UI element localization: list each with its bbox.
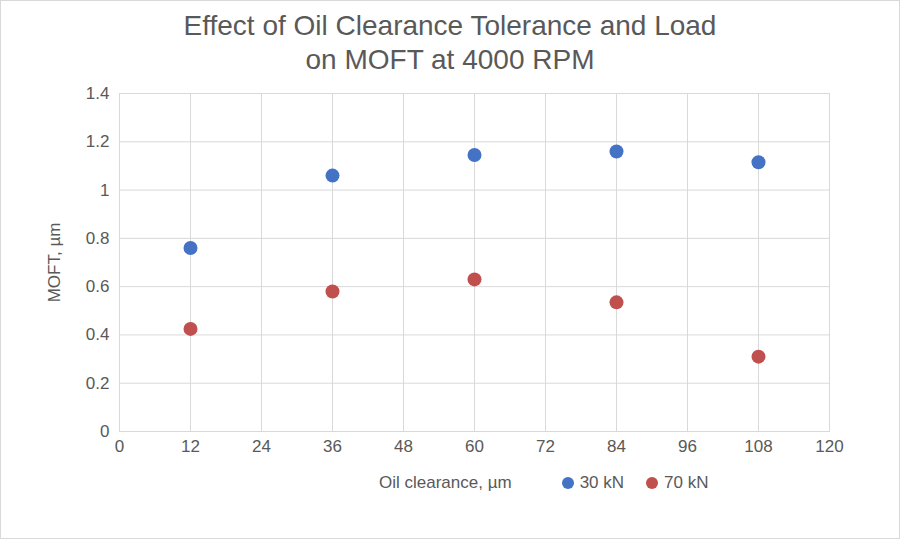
html-text:30 kN: 30 kN xyxy=(579,473,624,492)
svg-text:84: 84 xyxy=(607,437,626,456)
svg-text:1: 1 xyxy=(100,181,109,200)
svg-text:36: 36 xyxy=(323,437,342,456)
svg-text:12: 12 xyxy=(181,437,200,456)
svg-text:48: 48 xyxy=(394,437,413,456)
html-text:on MOFT at 4000 RPM: on MOFT at 4000 RPM xyxy=(305,44,595,75)
svg-text:0.2: 0.2 xyxy=(86,374,110,393)
svg-text:72: 72 xyxy=(536,437,555,456)
svg-text:96: 96 xyxy=(678,437,697,456)
svg-text:0: 0 xyxy=(115,437,124,456)
svg-text:0.6: 0.6 xyxy=(86,277,110,296)
html-text:70 kN: 70 kN xyxy=(664,473,709,492)
svg-text:120: 120 xyxy=(815,437,843,456)
svg-text:24: 24 xyxy=(252,437,271,456)
svg-text:108: 108 xyxy=(744,437,772,456)
svg-text:0.4: 0.4 xyxy=(86,325,110,344)
svg-text:0: 0 xyxy=(100,422,109,441)
svg-text:1.4: 1.4 xyxy=(86,84,110,103)
html-text:Effect of Oil Clearance Tolera: Effect of Oil Clearance Tolerance and Lo… xyxy=(183,10,717,41)
svg-text:60: 60 xyxy=(465,437,484,456)
svg-text:1.2: 1.2 xyxy=(86,132,110,151)
svg-text:MOFT, µm: MOFT, µm xyxy=(45,223,64,303)
html-text:Oil clearance, µm: Oil clearance, µm xyxy=(379,473,512,492)
svg-text:0.8: 0.8 xyxy=(86,229,110,248)
